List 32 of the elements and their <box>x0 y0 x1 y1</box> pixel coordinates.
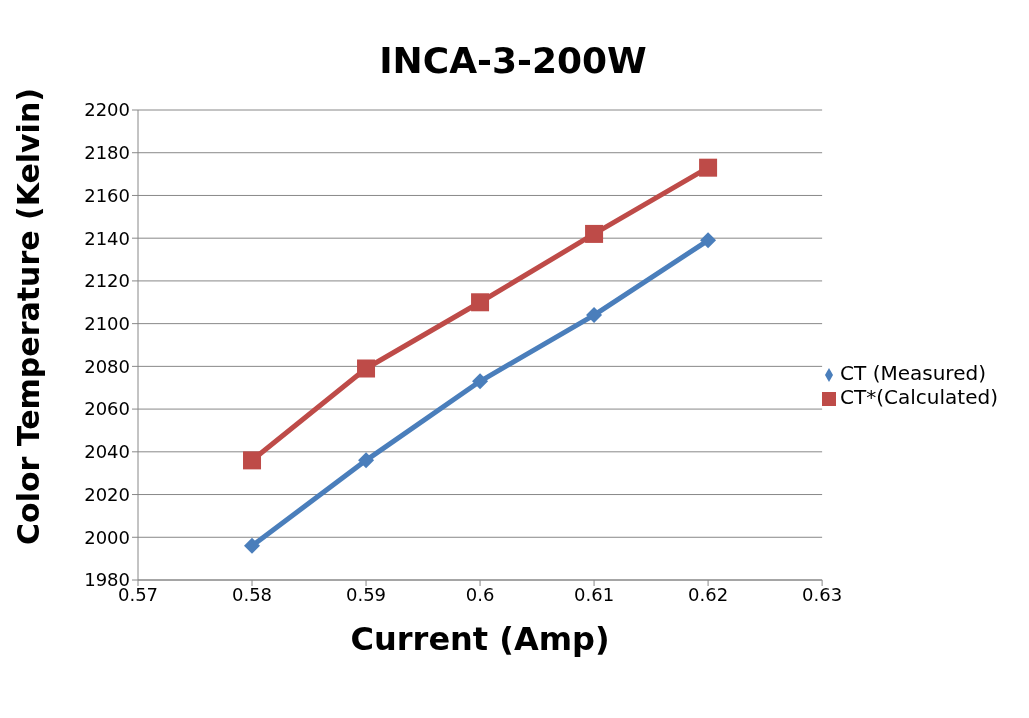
x-tick-label: 0.61 <box>574 583 615 605</box>
y-tick-label: 2200 <box>84 99 130 121</box>
x-tick-label: 0.58 <box>231 583 273 605</box>
x-tick-label: 0.62 <box>688 583 729 605</box>
legend-label: CT*(Calculated) <box>840 385 998 409</box>
chart-title: INCA-3-200W <box>378 40 648 83</box>
x-axis-title: Current (Amp) <box>350 620 610 658</box>
point <box>585 224 604 243</box>
y-tick-label: 2000 <box>84 526 130 548</box>
point <box>471 293 490 312</box>
point <box>699 158 718 177</box>
y-tick-label: 2180 <box>84 142 130 164</box>
y-axis-title: Color Temperature (Kelvin) <box>10 88 46 545</box>
x-tick-label: 0.63 <box>802 583 843 605</box>
point <box>586 307 603 324</box>
y-tick-label: 2160 <box>84 184 130 206</box>
y-tick-label: 2060 <box>84 398 130 420</box>
point <box>243 451 262 470</box>
x-tick-label: 0.6 <box>465 583 495 605</box>
y-tick-label: 2080 <box>84 355 130 377</box>
y-tick-label: 2120 <box>84 270 130 292</box>
x-tick-label: 0.59 <box>346 583 387 605</box>
y-tick-label: 2020 <box>84 483 130 505</box>
point <box>358 452 375 469</box>
y-tick-label: 2140 <box>84 227 130 249</box>
point <box>244 537 261 554</box>
y-tick-label: 2040 <box>84 441 130 463</box>
point <box>700 232 717 249</box>
point <box>472 373 489 390</box>
legend-label: CT (Measured) <box>840 361 986 385</box>
y-tick-label: 2100 <box>84 313 130 335</box>
point <box>357 359 376 378</box>
